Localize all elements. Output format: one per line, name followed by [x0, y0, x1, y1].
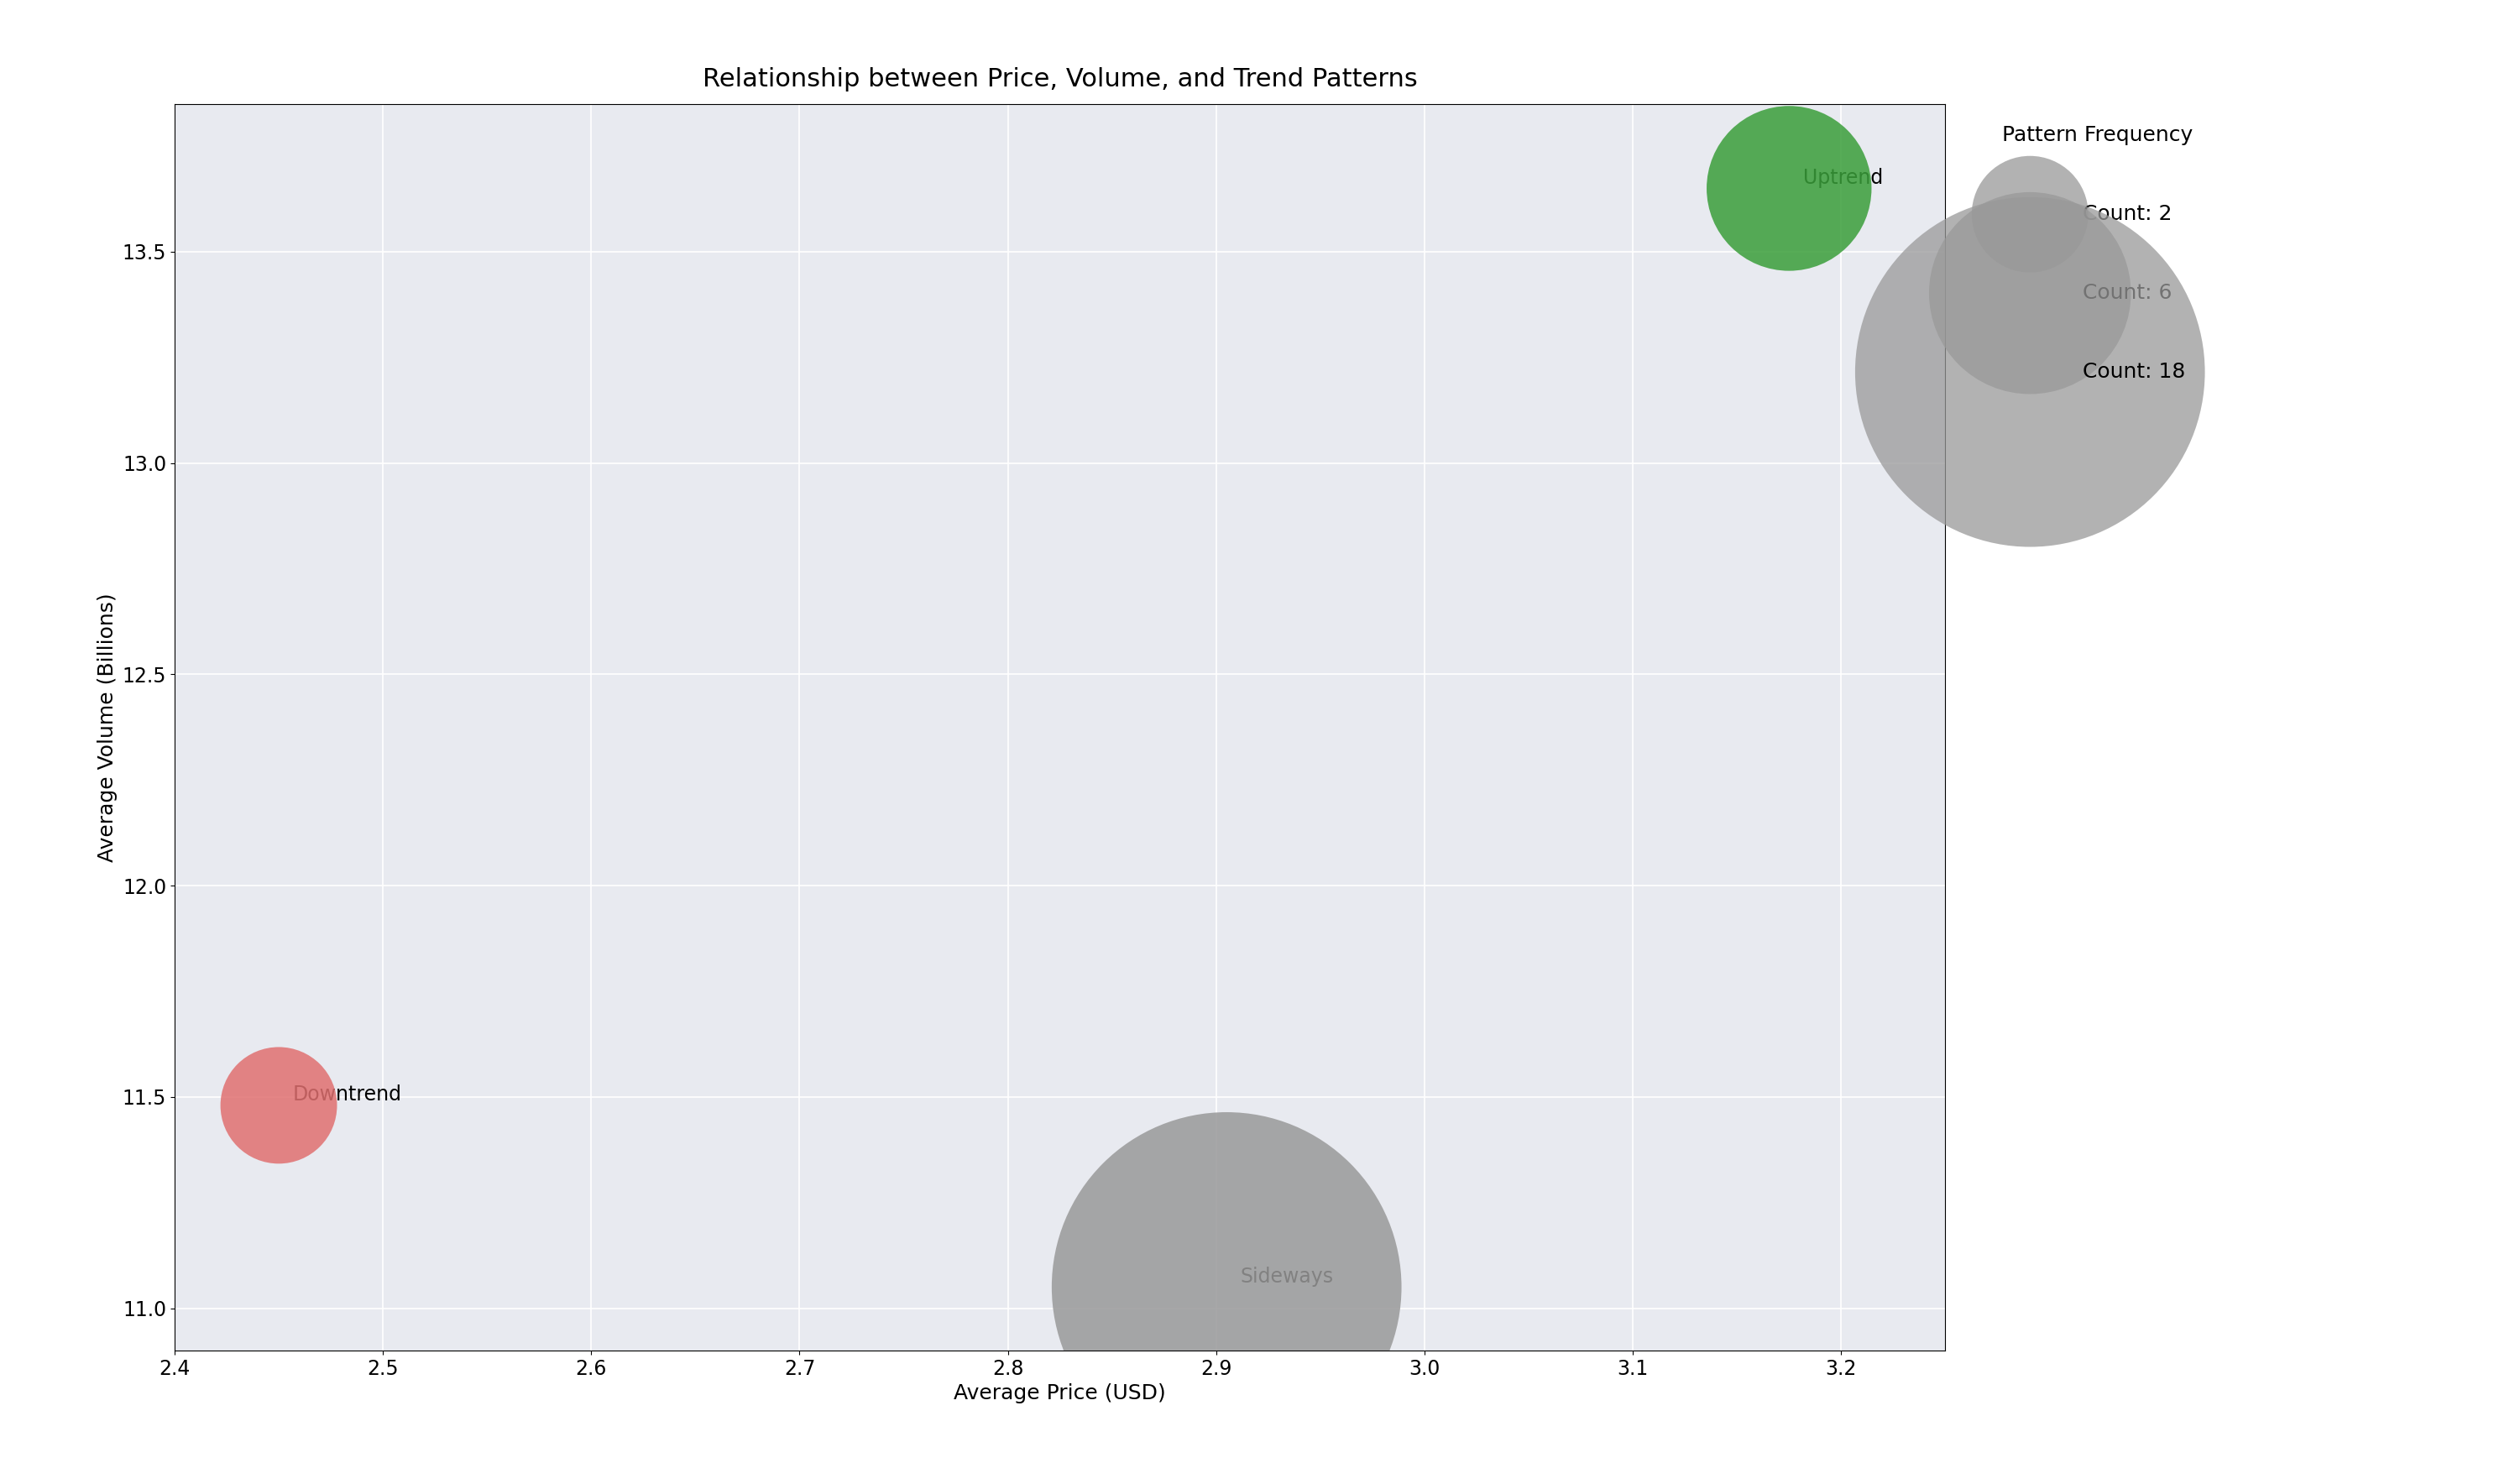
Y-axis label: Average Volume (Billions): Average Volume (Billions) — [97, 592, 117, 862]
Point — [1207, 1275, 1247, 1298]
Legend: Count: 2, Count: 6, Count: 18: Count: 2, Count: 6, Count: 18 — [1990, 114, 2202, 392]
Title: Relationship between Price, Volume, and Trend Patterns: Relationship between Price, Volume, and … — [703, 67, 1417, 92]
Text: Downtrend: Downtrend — [292, 1085, 402, 1106]
Point — [1768, 177, 1808, 200]
X-axis label: Average Price (USD): Average Price (USD) — [953, 1383, 1167, 1404]
Text: Uptrend: Uptrend — [1803, 168, 1883, 188]
Text: Sideways: Sideways — [1240, 1266, 1334, 1287]
Point — [259, 1094, 299, 1117]
